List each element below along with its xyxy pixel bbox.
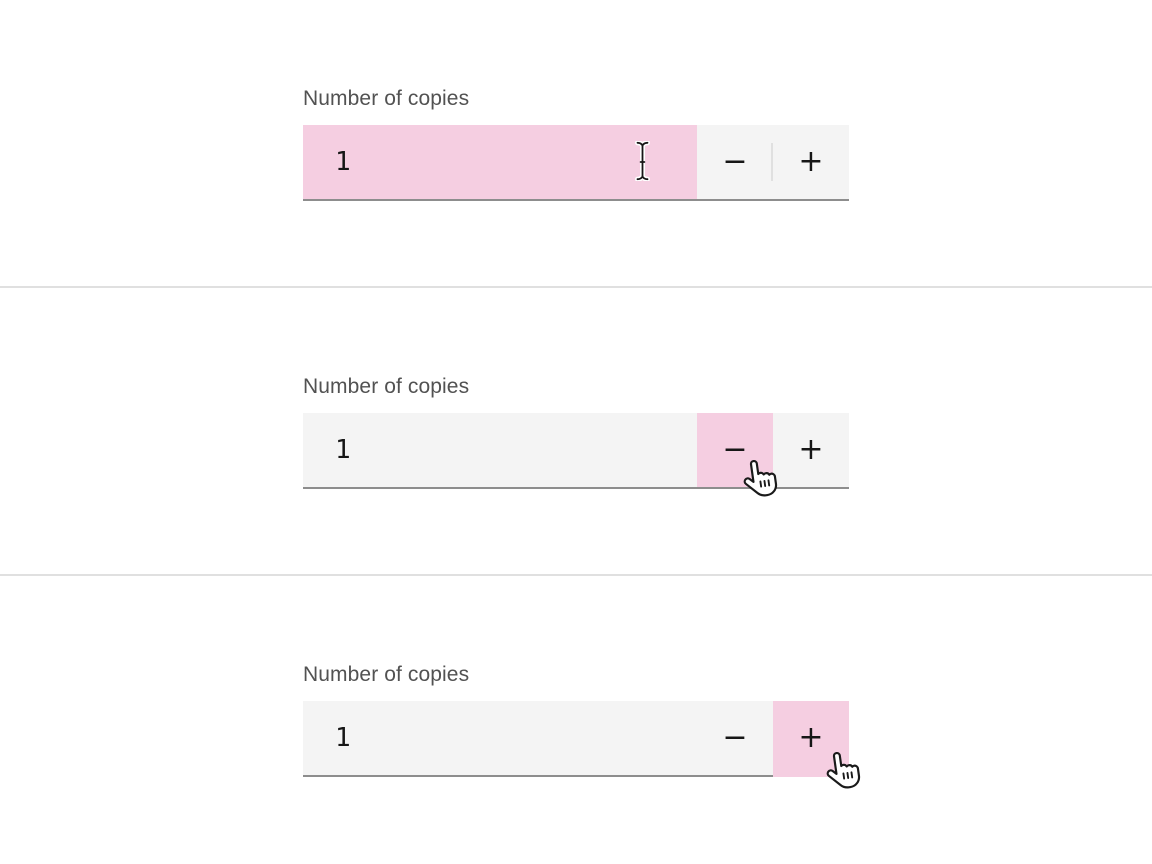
number-input-field[interactable]: 1 xyxy=(303,125,697,199)
subtract-icon: − xyxy=(722,432,748,467)
stepper-button-divider xyxy=(771,143,773,181)
number-input-component: Number of copies 1 − + xyxy=(303,374,849,497)
number-input-value: 1 xyxy=(335,435,351,465)
number-input-field[interactable]: 1 xyxy=(303,701,697,775)
subtract-icon: − xyxy=(722,144,748,179)
decrement-button[interactable]: − xyxy=(697,125,773,199)
number-input-field[interactable]: 1 xyxy=(303,413,697,487)
number-input-component: Number of copies 1 − + xyxy=(303,662,861,789)
increment-button[interactable]: + xyxy=(773,125,849,199)
add-icon: + xyxy=(798,144,824,179)
number-input-demo-field-target: Number of copies 1 xyxy=(0,0,1152,288)
add-icon: + xyxy=(798,432,824,467)
decrement-button[interactable]: − xyxy=(697,413,773,487)
number-input-label: Number of copies xyxy=(303,87,470,110)
number-input-component: Number of copies 1 xyxy=(303,86,849,201)
number-input-label: Number of copies xyxy=(303,375,470,398)
add-icon: + xyxy=(798,720,824,755)
number-input: 1 − + xyxy=(303,413,849,497)
number-input: 1 − xyxy=(303,125,849,201)
subtract-icon: − xyxy=(722,720,748,755)
number-input-demo-increment-target: Number of copies 1 − + xyxy=(0,576,1152,864)
number-input-label: Number of copies xyxy=(303,663,470,686)
number-input-demo-decrement-target: Number of copies 1 − + xyxy=(0,288,1152,576)
decrement-button[interactable]: − xyxy=(697,701,773,775)
i-beam-cursor-icon xyxy=(635,141,650,181)
number-input: 1 − + xyxy=(303,701,861,789)
number-input-value: 1 xyxy=(335,147,351,177)
number-input-value: 1 xyxy=(335,723,351,753)
increment-button[interactable]: + xyxy=(773,413,849,487)
increment-button[interactable]: + xyxy=(773,701,849,775)
